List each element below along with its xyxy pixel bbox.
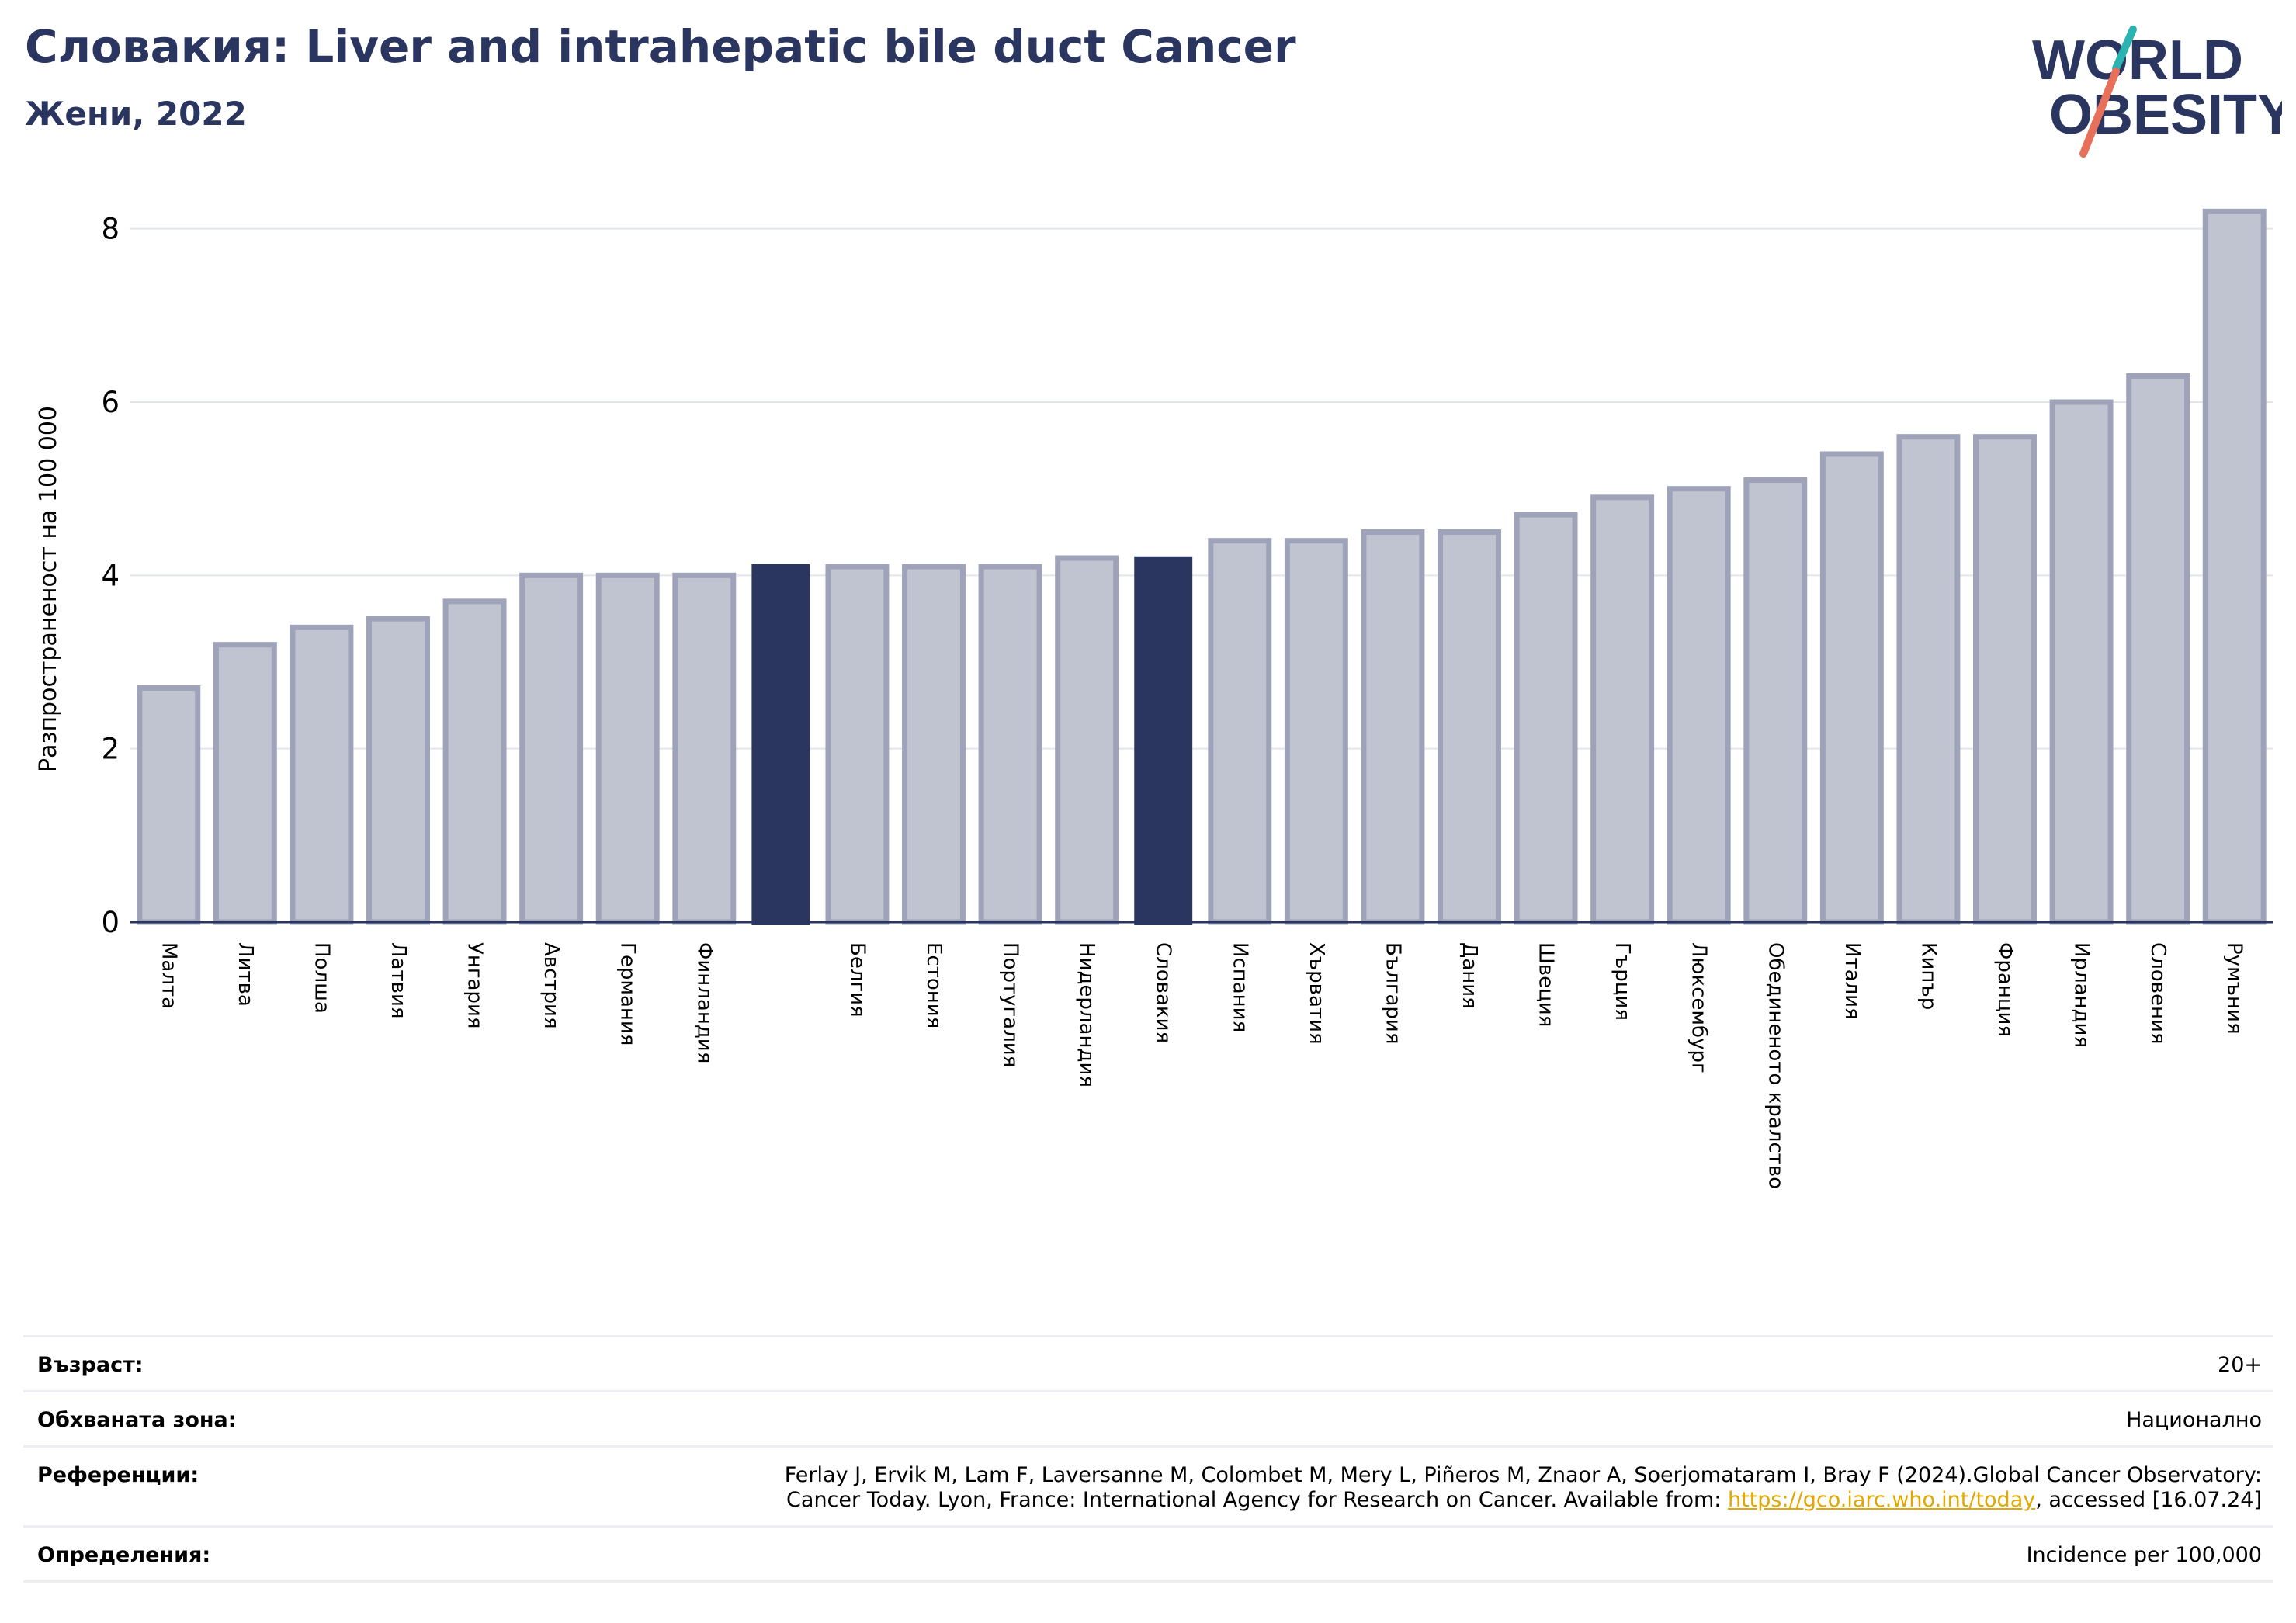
- references-line2-start: Cancer Today. Lyon, France: Internationa…: [786, 1488, 1728, 1512]
- info-row-area: Обхваната зона: Национално: [23, 1390, 2273, 1445]
- bar: [1896, 434, 1961, 925]
- bar: [1055, 555, 1119, 925]
- logo-slash-coral: [2079, 68, 2120, 158]
- x-tick-label: Дания: [1458, 942, 1481, 1009]
- logo-text-world: WORLD: [2032, 29, 2243, 92]
- x-tick-label: Нидерландия: [1075, 942, 1098, 1087]
- age-value: 20+: [2218, 1353, 2262, 1377]
- bar: [1438, 529, 1501, 925]
- x-tick-label: Естония: [922, 942, 945, 1028]
- x-tick-label: Финландия: [692, 942, 716, 1063]
- x-tick-label: Кипър: [1916, 942, 1940, 1010]
- bar: [1973, 434, 2037, 925]
- age-label: Възраст:: [37, 1353, 144, 1377]
- x-tick-label: Словения: [2146, 942, 2169, 1045]
- bar: [1514, 512, 1578, 925]
- x-tick-label: Латвия: [387, 942, 410, 1019]
- bar: [595, 572, 660, 925]
- x-tick-label: Белгия: [845, 942, 869, 1018]
- world-obesity-logo: WORLD OBESITY: [2032, 26, 2282, 158]
- info-row-references: Референции: Ferlay J, Ervik M, Lam F, La…: [23, 1445, 2273, 1525]
- x-tick-label: Полша: [310, 942, 333, 1014]
- x-tick-label: Италия: [1840, 942, 1864, 1020]
- bar: [978, 564, 1042, 925]
- definitions-label: Определения:: [37, 1543, 211, 1567]
- bar: [1743, 477, 1808, 925]
- x-tick-label: Швеция: [1535, 942, 1558, 1027]
- area-label: Обхваната зона:: [37, 1408, 237, 1432]
- references-line1: Ferlay J, Ervik M, Lam F, Laversanne M, …: [784, 1463, 2262, 1487]
- x-tick-label: Румъния: [2223, 942, 2246, 1035]
- y-axis-label: Разпространеност на 100 000: [35, 406, 62, 772]
- references-label: Референции:: [37, 1463, 199, 1487]
- x-tick-label: Унгария: [463, 942, 487, 1028]
- bar: [2049, 399, 2114, 925]
- bar-highlighted: [1134, 556, 1193, 925]
- x-tick-label: Гърция: [1611, 942, 1634, 1021]
- x-tick-label: Ирландия: [2070, 942, 2093, 1048]
- page-subtitle: Жени, 2022: [25, 95, 247, 133]
- bar: [1590, 494, 1655, 925]
- x-tick-label: Хърватия: [1305, 942, 1328, 1045]
- page-title: Словакия: Liver and intrahepatic bile du…: [25, 20, 1296, 73]
- bar: [290, 624, 354, 925]
- info-table: Възраст: 20+ Обхваната зона: Национално …: [23, 1335, 2273, 1583]
- y-tick-label: 8: [101, 213, 120, 246]
- bar: [2202, 208, 2267, 925]
- bar: [519, 572, 584, 925]
- x-tick-label: Словакия: [1152, 942, 1175, 1043]
- logo-slash-teal: [2112, 26, 2137, 72]
- x-tick-label: Франция: [1993, 942, 2017, 1037]
- bar: [1361, 529, 1425, 925]
- bar: [1208, 538, 1272, 925]
- x-tick-label: Литва: [234, 942, 257, 1007]
- y-tick-label: 4: [101, 559, 120, 592]
- bar-highlighted: [751, 564, 810, 925]
- y-tick-label: 6: [101, 386, 120, 419]
- y-tick-label: 2: [101, 733, 120, 766]
- references-line2-end: , accessed [16.07.24]: [2035, 1488, 2262, 1512]
- bar: [213, 642, 277, 925]
- bar: [1667, 486, 1731, 925]
- x-tick-label: Малта: [157, 942, 180, 1009]
- definitions-value: Incidence per 100,000: [2026, 1543, 2262, 1567]
- bar: [902, 564, 966, 925]
- bar: [442, 598, 507, 925]
- x-tick-label: Испания: [1228, 942, 1251, 1032]
- x-tick-label: Люксембург: [1687, 942, 1711, 1073]
- references-value: Ferlay J, Ervik M, Lam F, Laversanne M, …: [785, 1463, 2262, 1513]
- x-tick-label: Австрия: [539, 942, 563, 1029]
- info-row-definitions: Определения: Incidence per 100,000: [23, 1525, 2273, 1583]
- bar: [137, 685, 201, 925]
- bar: [1819, 451, 1884, 925]
- info-row-age: Възраст: 20+: [23, 1335, 2273, 1390]
- bar: [825, 564, 890, 925]
- x-tick-label: Обединеното кралство: [1764, 942, 1787, 1189]
- bar-chart: 0 2 4 6 8 Разпространеност на 100 000 Малта Лит…: [35, 208, 2273, 1189]
- references-link[interactable]: https://gco.iarc.who.int/today: [1727, 1488, 2036, 1512]
- bar: [672, 572, 737, 925]
- area-value: Национално: [2126, 1408, 2262, 1432]
- x-tick-label: Германия: [616, 942, 640, 1046]
- bar: [2126, 373, 2190, 925]
- x-tick-label: България: [1381, 942, 1404, 1044]
- bar: [366, 616, 430, 925]
- bar: [1284, 538, 1348, 925]
- x-tick-label: Португалия: [999, 942, 1022, 1067]
- y-tick-label: 0: [101, 906, 120, 939]
